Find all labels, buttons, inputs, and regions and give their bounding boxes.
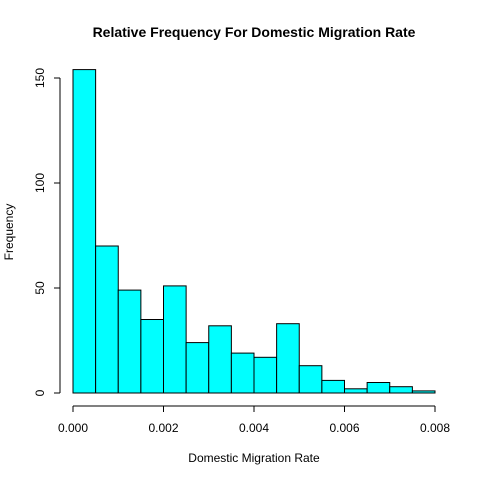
histogram-bar [163,285,187,394]
histogram-bar [208,325,232,394]
y-tick-label: 150 [33,68,47,88]
histogram-bar [253,356,278,394]
histogram-bar [140,319,164,394]
histogram-bar [389,386,413,394]
histogram-bar [344,388,368,394]
histogram-bar [230,352,255,394]
y-tick-label: 50 [33,281,47,295]
y-axis: 0 50 100 150 [33,68,61,396]
x-axis: 0.000 0.002 0.004 0.006 0.008 [58,405,450,435]
histogram-bar [117,289,142,394]
x-axis-label: Domestic Migration Rate [188,451,320,465]
histogram-bar [95,245,119,394]
bars [72,69,436,394]
y-tick-label: 0 [33,389,47,396]
histogram-bar [185,342,210,394]
histogram-bar [321,379,345,394]
histogram-bar [298,365,323,394]
histogram-bar [276,323,300,394]
histogram-bar [72,69,97,394]
y-axis-label: Frequency [2,204,16,261]
x-tick-label: 0.002 [148,421,178,435]
histogram-bar [366,382,391,394]
x-tick-label: 0.000 [58,421,88,435]
x-tick-label: 0.008 [420,421,450,435]
y-tick-label: 100 [33,173,47,193]
chart-title: Relative Frequency For Domestic Migratio… [93,24,416,40]
x-tick-label: 0.004 [239,421,269,435]
histogram-bar [411,390,436,394]
x-tick-label: 0.006 [329,421,359,435]
